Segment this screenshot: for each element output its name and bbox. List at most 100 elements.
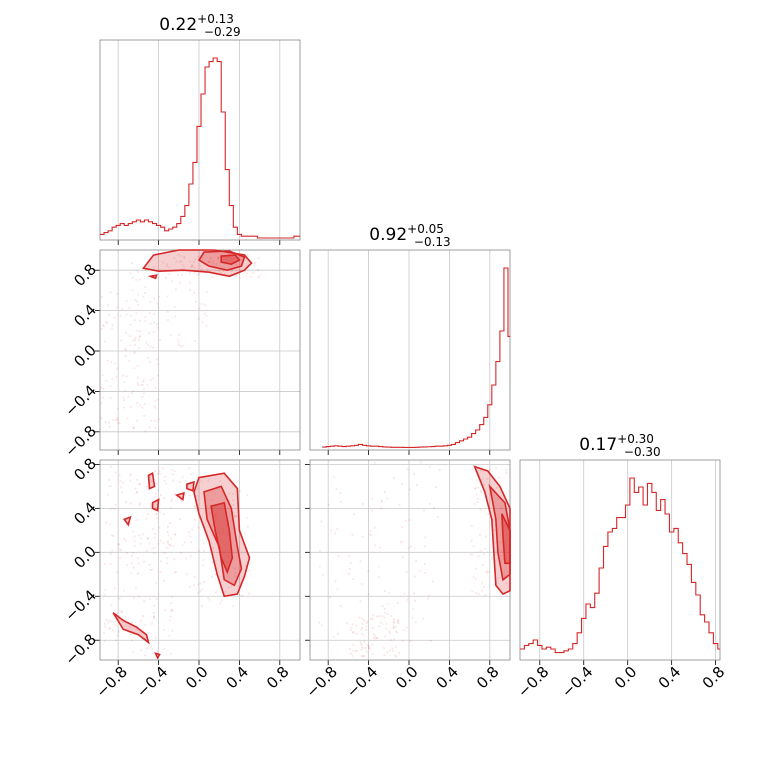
- s21-point-69: [152, 377, 155, 380]
- s21-point-118: [134, 299, 137, 301]
- s32-point-244: [474, 469, 477, 472]
- s31-contour-0: [193, 472, 251, 598]
- s21-point-273: [257, 257, 260, 259]
- s21-scatter: [100, 253, 261, 433]
- s32-point-275: [486, 477, 489, 480]
- s21-point-171: [177, 338, 179, 341]
- s21-point-164: [138, 335, 141, 338]
- s32-point-18: [414, 621, 417, 624]
- s31-point-235: [207, 596, 210, 599]
- s31-point-161: [149, 598, 152, 601]
- s32-point-273: [501, 558, 504, 561]
- s31-point-9: [134, 487, 137, 490]
- s31-point-210: [115, 639, 117, 642]
- s31-point-312: [246, 494, 249, 497]
- s32-point-4: [401, 483, 404, 485]
- s32-point-233: [483, 585, 486, 588]
- s31-point-173: [151, 648, 154, 650]
- s31-point-86: [118, 543, 121, 545]
- s31-point-43: [136, 478, 139, 481]
- s21-point-192: [197, 255, 199, 258]
- s21-point-92: [152, 331, 155, 333]
- s31-point-158: [132, 530, 135, 533]
- s31-point-65: [113, 507, 116, 510]
- s31-point-139: [170, 544, 173, 547]
- s31-point-99: [188, 494, 191, 497]
- s21-point-120: [155, 323, 158, 326]
- s31-point-275: [200, 480, 203, 483]
- s21-point-119: [136, 401, 138, 404]
- s31-point-68: [130, 473, 132, 475]
- s31-point-73: [129, 502, 132, 505]
- s32-point-80: [404, 520, 407, 523]
- s31-point-242: [201, 605, 203, 608]
- s32-point-278: [500, 507, 503, 510]
- s31-point-277: [232, 499, 234, 502]
- s21-point-259: [250, 275, 252, 278]
- s32-point-268: [481, 581, 483, 584]
- s21-point-49: [154, 420, 157, 422]
- s21-point-159: [153, 297, 155, 300]
- s31-point-67: [119, 479, 122, 482]
- s21-point-129: [143, 403, 146, 405]
- s31-point-159: [188, 531, 190, 533]
- s21-point-116: [114, 362, 117, 365]
- h3-xtick-label-1: −0.4: [558, 663, 596, 701]
- s21-point-222: [239, 276, 241, 279]
- s32-point-68: [380, 507, 383, 510]
- s31-point-57: [142, 533, 145, 536]
- s21-point-5: [135, 312, 138, 315]
- s31-point-84: [126, 563, 129, 566]
- s21-point-88: [112, 419, 115, 422]
- s31-point-135: [162, 467, 164, 470]
- s31-point-59: [169, 506, 172, 509]
- s31-point-151: [136, 557, 139, 560]
- s32-point-117: [371, 618, 374, 620]
- s32-point-17: [330, 529, 333, 532]
- s31-point-223: [153, 604, 155, 607]
- title-param-3: 0.17+0.30 −0.30: [579, 432, 660, 459]
- s32-point-16: [422, 617, 425, 620]
- s21-point-78: [102, 325, 105, 328]
- s31-point-156: [173, 571, 176, 574]
- s21-point-130: [123, 399, 126, 402]
- s32-point-145: [351, 655, 354, 657]
- s31-point-231: [203, 550, 206, 552]
- s21-point-154: [149, 301, 152, 304]
- s31-point-29: [157, 489, 160, 492]
- s31-point-12: [139, 482, 142, 485]
- s21-point-153: [203, 312, 206, 315]
- s31-point-278: [219, 480, 222, 483]
- s32-point-134: [362, 655, 364, 657]
- s21-point-128: [138, 339, 140, 341]
- s21-point-46: [132, 339, 134, 342]
- s31-point-51: [147, 537, 149, 540]
- s21-point-275: [231, 269, 233, 272]
- s32-point-144: [361, 646, 363, 648]
- s32-point-48: [374, 544, 377, 547]
- s21-point-73: [121, 308, 123, 310]
- s31-point-168: [104, 622, 106, 625]
- s31-point-291: [227, 555, 230, 558]
- s32-point-25: [335, 487, 338, 490]
- s31-point-2: [156, 517, 158, 520]
- s21-point-103: [104, 340, 106, 343]
- s21-point-241: [246, 264, 249, 267]
- s32-point-71: [337, 554, 340, 557]
- s32-point-143: [360, 628, 363, 631]
- s32-point-182: [355, 624, 358, 627]
- s31-point-203: [153, 617, 155, 620]
- h3-axes: [519, 459, 721, 665]
- s21-point-39: [139, 335, 141, 338]
- s21-point-32: [141, 406, 144, 409]
- s31-point-289: [227, 534, 230, 537]
- s21-point-175: [145, 269, 148, 272]
- s21-ytick-label-3: 0.4: [70, 301, 100, 331]
- s31-point-199: [155, 598, 158, 600]
- s21-point-209: [180, 268, 183, 271]
- s21-point-185: [200, 303, 203, 305]
- s21-point-36: [133, 426, 135, 429]
- s32-point-91: [412, 592, 415, 595]
- s32-point-217: [473, 502, 476, 505]
- s21-point-18: [145, 341, 148, 344]
